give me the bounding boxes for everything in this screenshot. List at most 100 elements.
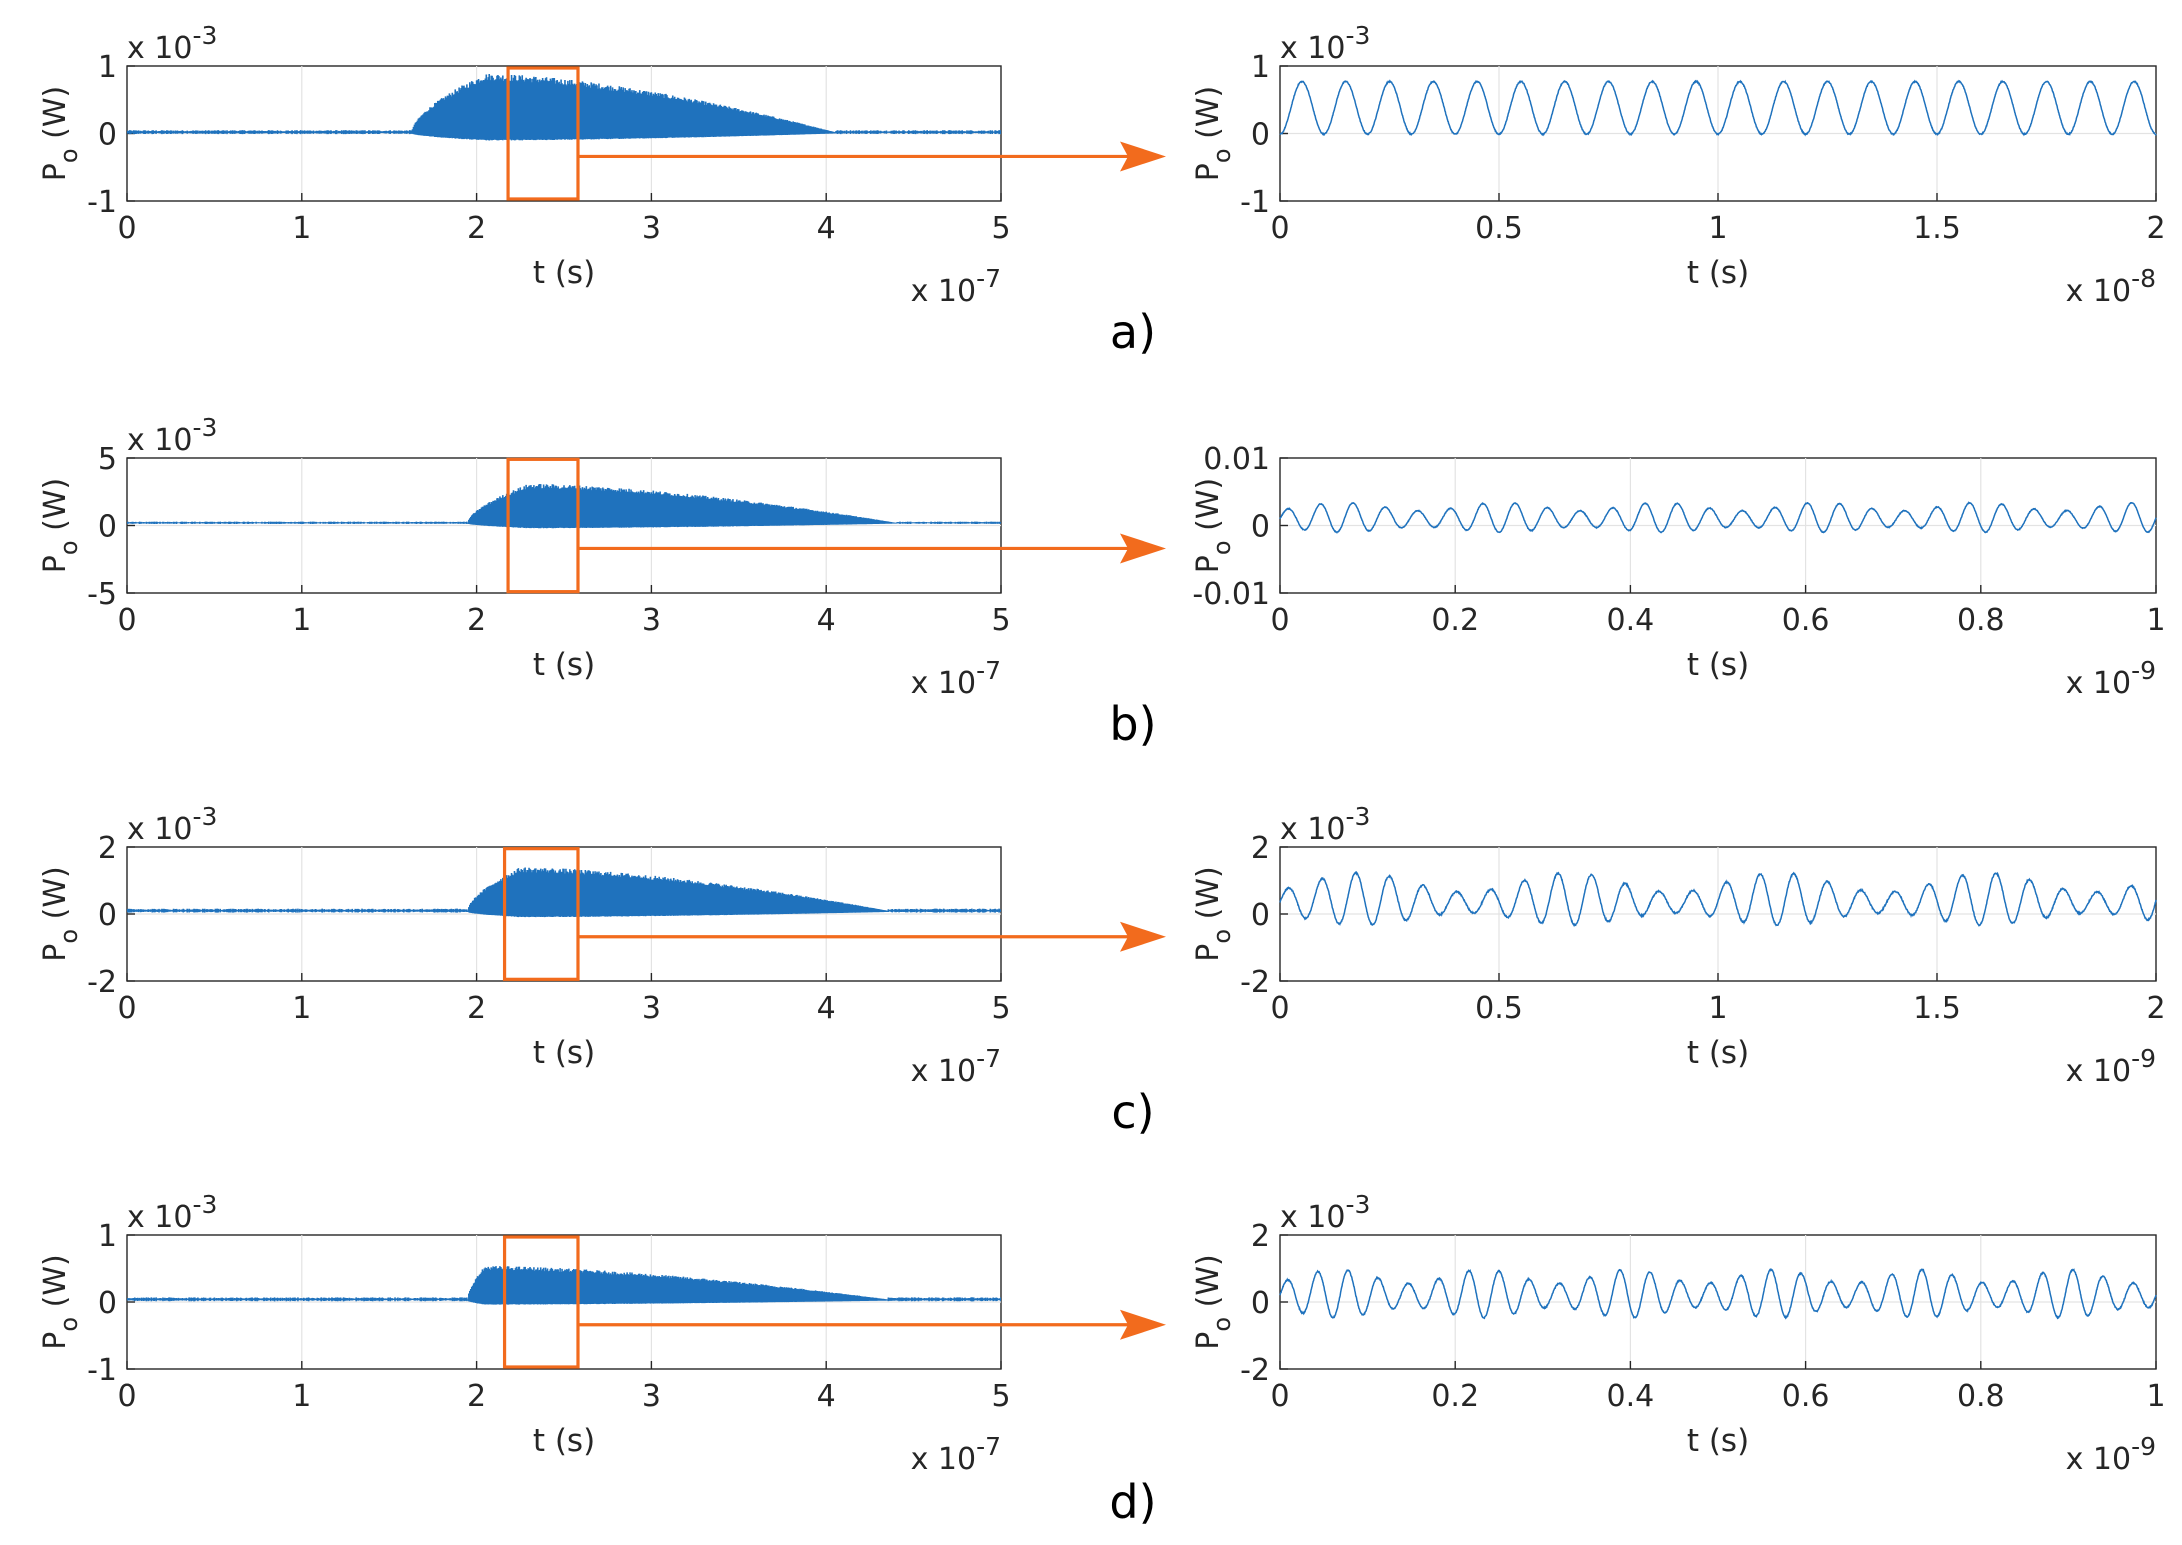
- panel-c-zoom-arrow-head: [1120, 921, 1166, 952]
- panel-a-right-xtick-label: 1: [1708, 211, 1727, 246]
- panel-c-left-signal-series: [127, 867, 1001, 918]
- panel-a-right-xtick-label: 0.5: [1475, 211, 1523, 246]
- panel-b-left-xtick-label: 0: [117, 603, 136, 638]
- panel-b-zoom-box: [506, 457, 580, 594]
- panel-b-left-y-multiplier: x 10-3: [127, 413, 217, 458]
- panel-d-right-xtick-label: 1: [2146, 1379, 2165, 1414]
- panel-a-label: a): [1110, 305, 1156, 359]
- panel-b-right-xtick-label: 1: [2146, 603, 2165, 638]
- panel-a-left-x-multiplier: x 10-7: [911, 264, 1001, 309]
- panel-b-left-ytick-label: 5: [98, 442, 117, 477]
- panel-a-left-xtick-label: 1: [292, 211, 311, 246]
- panel-b-left-xlabel: t (s): [533, 647, 595, 683]
- panel-a-zoom-box: [506, 66, 580, 201]
- panel-a-right-xlabel: t (s): [1687, 255, 1749, 291]
- panel-c-left-xtick-label: 1: [292, 991, 311, 1026]
- panel-c-right-ytick-label: 2: [1251, 831, 1270, 866]
- panel-b-right-ytick-label: 0.01: [1203, 442, 1270, 477]
- panel-a-right-ylabel: Po (W): [1191, 86, 1236, 181]
- panel-c-left-xtick-label: 3: [642, 991, 661, 1026]
- panel-b-right-xtick-label: 0.8: [1957, 603, 2005, 638]
- panel-a-left-ylabel: Po (W): [38, 86, 83, 181]
- panel-d-left-y-multiplier: x 10-3: [127, 1190, 217, 1235]
- panel-d-label: d): [1109, 1475, 1156, 1529]
- panel-c-left-xtick-label: 4: [817, 991, 836, 1026]
- panel-a-right-ytick-label: -1: [1240, 185, 1270, 220]
- panel-c-left-xlabel: t (s): [533, 1035, 595, 1071]
- panel-d-right-xtick-label: 0.6: [1782, 1379, 1830, 1414]
- panel-c-left-y-multiplier: x 10-3: [127, 802, 217, 847]
- panel-d-left-x-multiplier: x 10-7: [911, 1432, 1001, 1477]
- panel-d-left-ytick-label: -1: [87, 1353, 117, 1388]
- panel-c-right-xtick-label: 2: [2146, 991, 2165, 1026]
- panel-a-right-xtick-label: 2: [2146, 211, 2165, 246]
- panel-b-label: b): [1109, 697, 1156, 751]
- panel-d-right-ytick-label: -2: [1240, 1353, 1270, 1388]
- panel-c-right-ylabel: Po (W): [1191, 866, 1236, 961]
- panel-b-right-x-multiplier: x 10-9: [2066, 656, 2156, 701]
- panel-c-left-xtick-label: 5: [991, 991, 1010, 1026]
- panel-b-right-ytick-label: -0.01: [1192, 577, 1270, 612]
- panel-b-right-xlabel: t (s): [1687, 647, 1749, 683]
- panel-d-left-xtick-label: 1: [292, 1379, 311, 1414]
- panel-d-left-xtick-label: 4: [817, 1379, 836, 1414]
- panel-c-right-ytick-label: 0: [1251, 898, 1270, 933]
- panel-b-left-xtick-label: 5: [991, 603, 1010, 638]
- panel-c-left-xtick-label: 2: [467, 991, 486, 1026]
- panel-b-left-xtick-label: 1: [292, 603, 311, 638]
- panel-b-left-xtick-label: 4: [817, 603, 836, 638]
- panel-a-left-signal-series: [127, 74, 1001, 141]
- panel-b-right-xtick-label: 0.2: [1431, 603, 1479, 638]
- panel-d-left-xtick-label: 2: [467, 1379, 486, 1414]
- panel-d-right-ytick-label: 0: [1251, 1286, 1270, 1321]
- panel-b-left-ytick-label: 0: [98, 510, 117, 545]
- panel-d-left-xtick-label: 3: [642, 1379, 661, 1414]
- panel-a-left-xtick-label: 2: [467, 211, 486, 246]
- panel-b-right-xtick-label: 0.4: [1607, 603, 1655, 638]
- panel-b-left-ylabel: Po (W): [38, 478, 83, 573]
- panel-b-left-ytick-label: -5: [87, 577, 117, 612]
- panel-d-right-ylabel: Po (W): [1191, 1254, 1236, 1349]
- panel-d-left-signal-series: [127, 1266, 1001, 1305]
- panel-b-zoom-arrow-head: [1120, 533, 1166, 564]
- panel-b-right-xtick-label: 0: [1270, 603, 1289, 638]
- panel-a-left-xtick-label: 3: [642, 211, 661, 246]
- panel-c-left-x-multiplier: x 10-7: [911, 1044, 1001, 1089]
- panel-c-right-xtick-label: 0.5: [1475, 991, 1523, 1026]
- panel-c-left-ytick-label: -2: [87, 965, 117, 1000]
- panel-d-left-ytick-label: 0: [98, 1286, 117, 1321]
- panel-b-left-xtick-label: 3: [642, 603, 661, 638]
- panel-d-right-xtick-label: 0.4: [1607, 1379, 1655, 1414]
- panel-d-left-ylabel: Po (W): [38, 1254, 83, 1349]
- panel-d-right-xtick-label: 0.8: [1957, 1379, 2005, 1414]
- panel-d-right-xtick-label: 0: [1270, 1379, 1289, 1414]
- panel-a-right-xtick-label: 1.5: [1913, 211, 1961, 246]
- panel-a-left-ytick-label: 0: [98, 118, 117, 153]
- panel-c-right-xtick-label: 1.5: [1913, 991, 1961, 1026]
- panel-d-left-xlabel: t (s): [533, 1423, 595, 1459]
- panel-b-right-xtick-label: 0.6: [1782, 603, 1830, 638]
- panel-d-zoom-box: [502, 1235, 580, 1369]
- panel-d-right-x-multiplier: x 10-9: [2066, 1432, 2156, 1477]
- panel-d-right-xtick-label: 0.2: [1431, 1379, 1479, 1414]
- panel-d-zoom-arrow-head: [1120, 1309, 1166, 1340]
- panel-c-right-xtick-label: 0: [1270, 991, 1289, 1026]
- panel-a-right-xtick-label: 0: [1270, 211, 1289, 246]
- panel-a-right-y-multiplier: x 10-3: [1280, 21, 1370, 66]
- panel-d-left-ytick-label: 1: [98, 1219, 117, 1254]
- panel-b-left-x-multiplier: x 10-7: [911, 656, 1001, 701]
- panel-b-right-signal-series: [1279, 501, 2157, 534]
- panel-a-left-xlabel: t (s): [533, 255, 595, 291]
- panel-b-left-xtick-label: 2: [467, 603, 486, 638]
- panel-b-right-ylabel: Po (W): [1191, 478, 1236, 573]
- panel-d-right-ytick-label: 2: [1251, 1219, 1270, 1254]
